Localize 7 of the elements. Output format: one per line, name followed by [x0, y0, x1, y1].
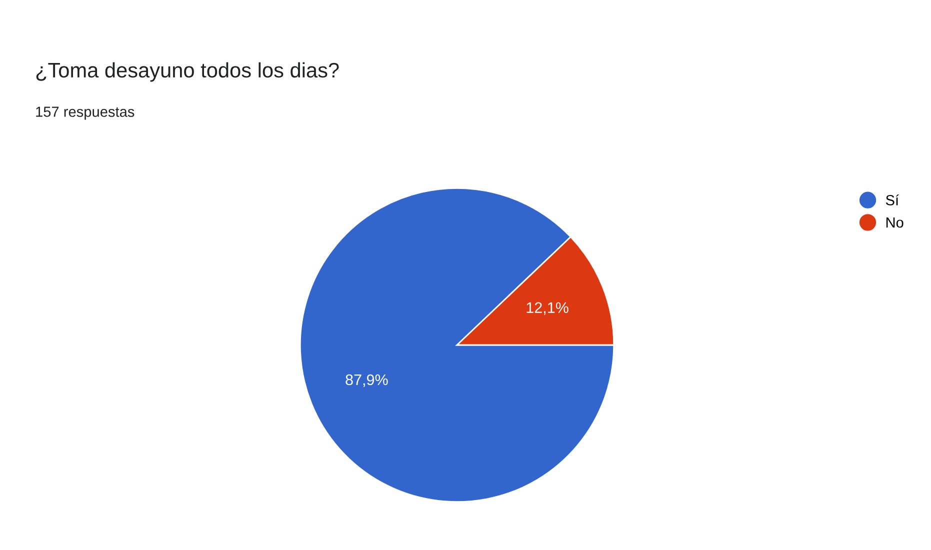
- data-label: 12,1%: [526, 302, 568, 315]
- chart-title: ¿Toma desayuno todos los dias?: [36, 62, 339, 82]
- data-label: 87,9%: [346, 374, 388, 387]
- legend-label: Sí: [886, 194, 899, 206]
- pie-slice: [299, 187, 615, 503]
- text: 157 respuestas: [36, 106, 134, 120]
- legend-label: No: [886, 218, 904, 228]
